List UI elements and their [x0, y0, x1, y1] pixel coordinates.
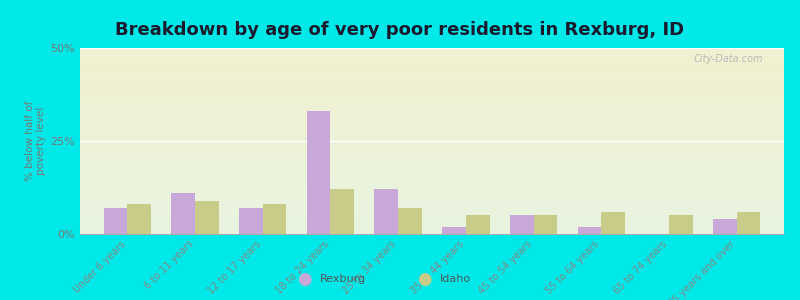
- Text: City-Data.com: City-Data.com: [694, 54, 763, 64]
- Bar: [127, 204, 151, 234]
- Bar: [510, 215, 534, 234]
- Bar: [669, 215, 693, 234]
- Bar: [466, 215, 490, 234]
- Bar: [578, 226, 602, 234]
- Text: Rexburg: Rexburg: [320, 274, 366, 284]
- Bar: [602, 212, 625, 234]
- Bar: [262, 204, 286, 234]
- Bar: [374, 189, 398, 234]
- Bar: [104, 208, 127, 234]
- Text: ●: ●: [297, 270, 311, 288]
- Bar: [442, 226, 466, 234]
- Bar: [306, 111, 330, 234]
- Text: ●: ●: [417, 270, 431, 288]
- Bar: [534, 215, 558, 234]
- Bar: [239, 208, 262, 234]
- Bar: [737, 212, 760, 234]
- Bar: [398, 208, 422, 234]
- Y-axis label: % below half of
poverty level: % below half of poverty level: [25, 101, 46, 181]
- Bar: [195, 200, 218, 234]
- Bar: [171, 193, 195, 234]
- Text: Breakdown by age of very poor residents in Rexburg, ID: Breakdown by age of very poor residents …: [115, 21, 685, 39]
- Bar: [713, 219, 737, 234]
- Text: Idaho: Idaho: [440, 274, 471, 284]
- Bar: [330, 189, 354, 234]
